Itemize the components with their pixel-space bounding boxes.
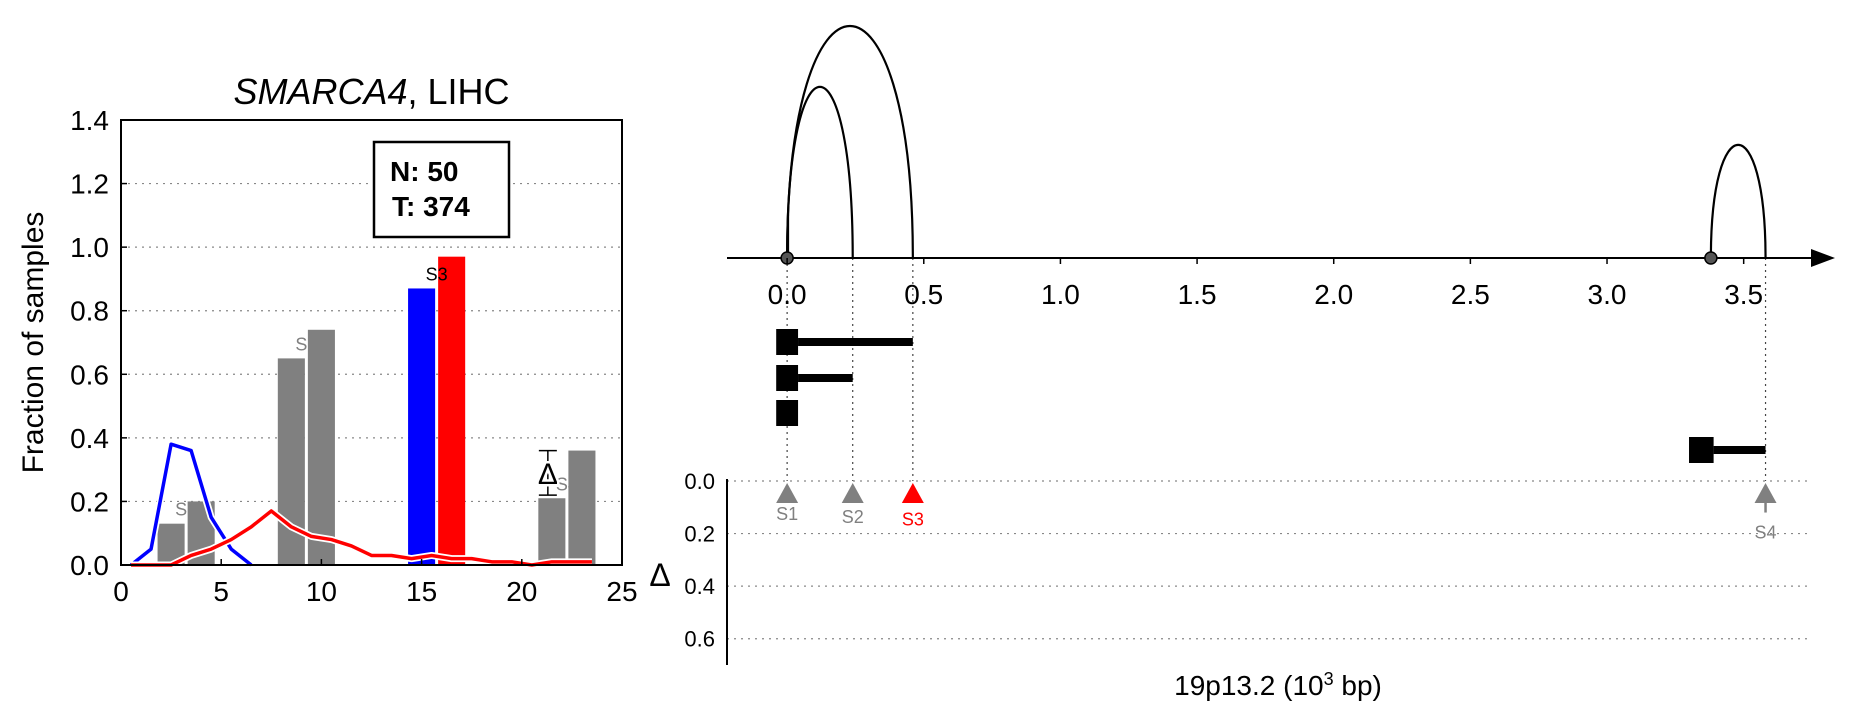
series-line bbox=[131, 509, 592, 567]
exon-block bbox=[776, 400, 799, 426]
genomic-tick-label: 3.0 bbox=[1588, 279, 1627, 310]
y-tick-label: 0.2 bbox=[70, 486, 109, 517]
segment-label: S3 bbox=[426, 264, 448, 284]
junction-dot bbox=[1704, 251, 1718, 265]
segment-label: S1 bbox=[175, 500, 197, 520]
exon-block bbox=[776, 329, 799, 355]
x-tick-label: 20 bbox=[506, 576, 537, 607]
genomic-axis-label: 19p13.2 (103 bp) bbox=[1174, 669, 1382, 701]
delta-symbol: Δ bbox=[538, 458, 558, 491]
y-tick-label: 1.2 bbox=[70, 169, 109, 200]
bar-chart-panel: S1 S2 S3 S4 Δ 0 5 10 15 20 25 0.0 0.2 0.4 0.6 0.8 1.0… bbox=[17, 71, 638, 607]
x-tick-label: 10 bbox=[306, 576, 337, 607]
delta-tick-label: 0.6 bbox=[684, 627, 715, 652]
region-label: 19p13.2 (10 bbox=[1174, 670, 1323, 701]
x-tick-label: 15 bbox=[406, 576, 437, 607]
series-lines bbox=[128, 440, 592, 569]
site-arrowhead bbox=[901, 483, 924, 503]
site-arrowhead bbox=[1754, 483, 1777, 503]
normal-count: N: 50 bbox=[390, 156, 458, 187]
genomic-tick-label: 1.0 bbox=[1041, 279, 1080, 310]
region-label-exponent: 3 bbox=[1324, 669, 1334, 689]
bar bbox=[307, 329, 335, 565]
plot-frame bbox=[120, 119, 623, 566]
region-label-units: bp) bbox=[1334, 670, 1382, 701]
junction-arc bbox=[786, 86, 854, 259]
transcript-models bbox=[776, 329, 1766, 463]
y-tick-label: 0.8 bbox=[70, 296, 109, 327]
site-markers: S1 S2 S3 S4 bbox=[776, 483, 1777, 543]
site-label: S4 bbox=[1755, 523, 1777, 543]
bar bbox=[538, 498, 566, 565]
series-line bbox=[129, 442, 253, 567]
delta-error-bar: Δ bbox=[535, 449, 560, 496]
delta-gridlines bbox=[727, 480, 1812, 640]
dataset-name: , LIHC bbox=[408, 71, 510, 112]
bar bbox=[568, 450, 596, 565]
y-tick-label: 1.0 bbox=[70, 232, 109, 263]
bar bbox=[408, 288, 436, 565]
site-label: S2 bbox=[842, 507, 864, 527]
exon-block bbox=[776, 365, 799, 391]
x-tick-label: 5 bbox=[213, 576, 229, 607]
axis-arrowhead bbox=[1811, 249, 1835, 267]
delta-axis: 0.0 0.2 0.4 0.6 bbox=[684, 469, 728, 665]
chart-title: SMARCA4, LIHC bbox=[233, 71, 509, 112]
delta-tick-label: 0.2 bbox=[684, 522, 715, 547]
y-gridlines bbox=[121, 182, 622, 503]
x-tick-label: 25 bbox=[606, 576, 637, 607]
x-tick-label: 0 bbox=[113, 576, 129, 607]
y-tick-labels: 0.0 0.2 0.4 0.6 0.8 1.0 1.2 1.4 bbox=[70, 105, 127, 581]
genomic-tick-label: 3.5 bbox=[1724, 279, 1763, 310]
genomic-tick-label: 2.5 bbox=[1451, 279, 1490, 310]
count-box: N: 50 T: 374 bbox=[372, 140, 511, 239]
y-tick-label: 0.4 bbox=[70, 423, 109, 454]
gene-name: SMARCA4 bbox=[233, 71, 407, 112]
delta-tick-label: 0.0 bbox=[684, 469, 715, 494]
exon-block bbox=[1689, 437, 1714, 463]
count-box-frame bbox=[372, 140, 511, 239]
genomic-axis bbox=[727, 249, 1835, 267]
site-label: S3 bbox=[902, 509, 924, 529]
segment-label: S4 bbox=[556, 474, 578, 494]
junction-arc bbox=[786, 24, 914, 259]
genomic-tick-label: 0.0 bbox=[768, 279, 807, 310]
segment-labels: S1 S2 S3 S4 bbox=[175, 264, 578, 519]
delta-axis-label: Δ bbox=[649, 557, 670, 593]
tumor-count: T: 374 bbox=[392, 191, 470, 222]
y-axis-label: Fraction of samples bbox=[17, 212, 50, 474]
delta-tick-label: 0.4 bbox=[684, 574, 715, 599]
y-tick-label: 0.0 bbox=[70, 550, 109, 581]
bar bbox=[438, 256, 466, 565]
y-tick-label: 1.4 bbox=[70, 105, 109, 136]
y-tick-label: 0.6 bbox=[70, 359, 109, 390]
genomic-tick-label: 0.5 bbox=[904, 279, 943, 310]
site-arrowhead bbox=[841, 483, 864, 503]
splice-diagram-panel: 0.0 0.5 1.0 1.5 2.0 2.5 3.0 3.5 0.0 0.2 0.4 0.6 S1… bbox=[649, 24, 1835, 701]
bar-group bbox=[157, 256, 596, 565]
junction-arc bbox=[1709, 144, 1767, 259]
genomic-tick-label: 1.5 bbox=[1178, 279, 1217, 310]
segment-label: S2 bbox=[295, 334, 317, 354]
junction-arcs bbox=[786, 24, 1767, 259]
site-label: S1 bbox=[776, 504, 798, 524]
site-arrowhead bbox=[776, 483, 799, 503]
site-guide-lines bbox=[786, 258, 1767, 481]
genomic-tick-labels: 0.0 0.5 1.0 1.5 2.0 2.5 3.0 3.5 bbox=[768, 258, 1763, 310]
genomic-tick-label: 2.0 bbox=[1314, 279, 1353, 310]
x-tick-labels: 0 5 10 15 20 25 bbox=[113, 559, 638, 607]
